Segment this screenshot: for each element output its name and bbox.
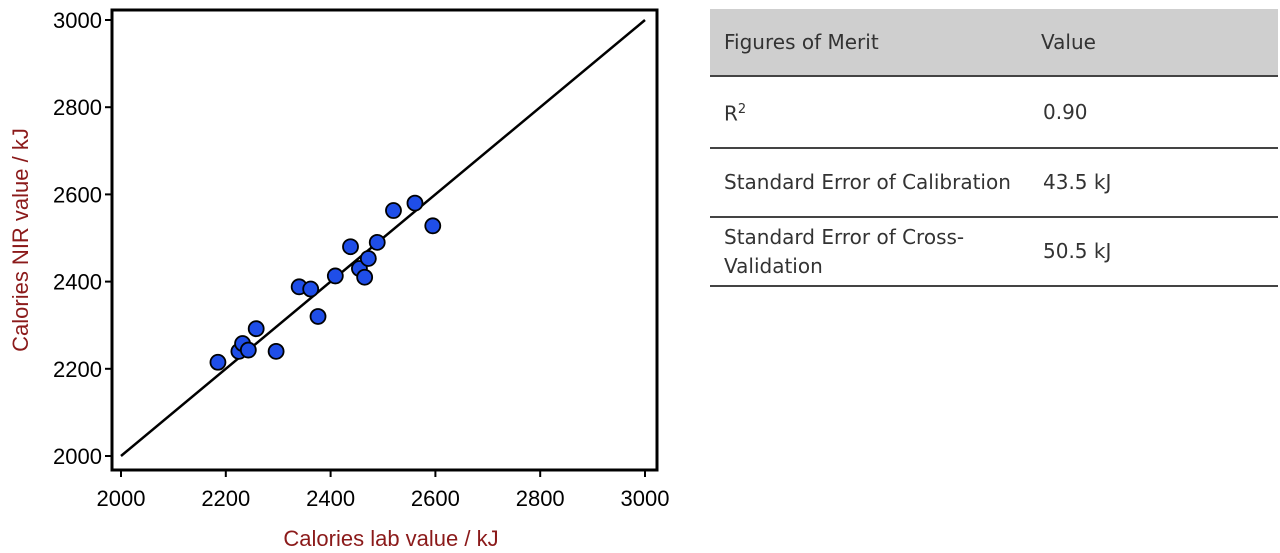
- row-value-sec: 43.5 kJ: [1027, 148, 1278, 218]
- data-point: [368, 233, 386, 251]
- row-label-secv: Standard Error of Cross-Validation: [710, 217, 1027, 287]
- x-axis-title: Calories lab value / kJ: [283, 526, 498, 551]
- data-point: [356, 268, 374, 286]
- table-row: R2 0.90: [710, 76, 1278, 149]
- data-point: [359, 250, 377, 267]
- x-tick-label: 2000: [97, 486, 146, 511]
- data-point: [326, 267, 344, 285]
- data-point: [309, 308, 327, 325]
- y-axis: 2000 2200 2400 2600 2800 3000: [53, 8, 112, 469]
- data-point: [424, 217, 442, 235]
- table-row: Standard Error of Cross-Validation 50.5 …: [710, 217, 1278, 287]
- data-point: [267, 342, 285, 360]
- data-point: [406, 194, 424, 212]
- data-points: [209, 194, 442, 371]
- figures-of-merit-table: Figures of Merit Value R2 0.90 Standard …: [710, 9, 1278, 287]
- x-tick-label: 3000: [621, 486, 670, 511]
- x-tick-label: 2800: [516, 486, 565, 511]
- header-value: Value: [1027, 9, 1278, 77]
- r-label-superscript: 2: [737, 102, 747, 118]
- data-point: [209, 353, 227, 371]
- data-point: [239, 341, 257, 359]
- data-point: [302, 280, 320, 298]
- row-value-r-squared: 0.90: [1027, 76, 1278, 149]
- y-tick-label: 2600: [53, 182, 102, 207]
- x-tick-label: 2400: [306, 486, 355, 511]
- row-value-secv: 50.5 kJ: [1027, 217, 1278, 287]
- header-figures-of-merit: Figures of Merit: [710, 9, 1027, 77]
- x-axis: 2000 2200 2400 2600 2800 3000: [97, 470, 670, 511]
- row-label-sec: Standard Error of Calibration: [710, 148, 1027, 218]
- y-tick-label: 2000: [53, 444, 102, 469]
- table-row: Standard Error of Calibration 43.5 kJ: [710, 148, 1278, 218]
- data-point: [385, 202, 402, 219]
- r-label: R: [724, 101, 738, 126]
- y-tick-label: 2400: [53, 270, 102, 295]
- y-axis-title: Calories NIR value / kJ: [8, 128, 33, 352]
- y-tick-label: 2200: [53, 357, 102, 382]
- y-tick-label: 3000: [53, 8, 102, 33]
- table-header-row: Figures of Merit Value: [710, 9, 1278, 77]
- plot-frame: [110, 8, 659, 472]
- y-tick-label: 2800: [53, 95, 102, 120]
- scatter-chart: 2000 2200 2400 2600 2800 3000 2000 2200 2400 260…: [8, 8, 670, 551]
- data-point: [342, 238, 359, 256]
- x-tick-label: 2200: [201, 486, 250, 511]
- row-label-r-squared: R2: [710, 76, 1027, 149]
- x-tick-label: 2600: [411, 486, 460, 511]
- data-point: [247, 320, 265, 338]
